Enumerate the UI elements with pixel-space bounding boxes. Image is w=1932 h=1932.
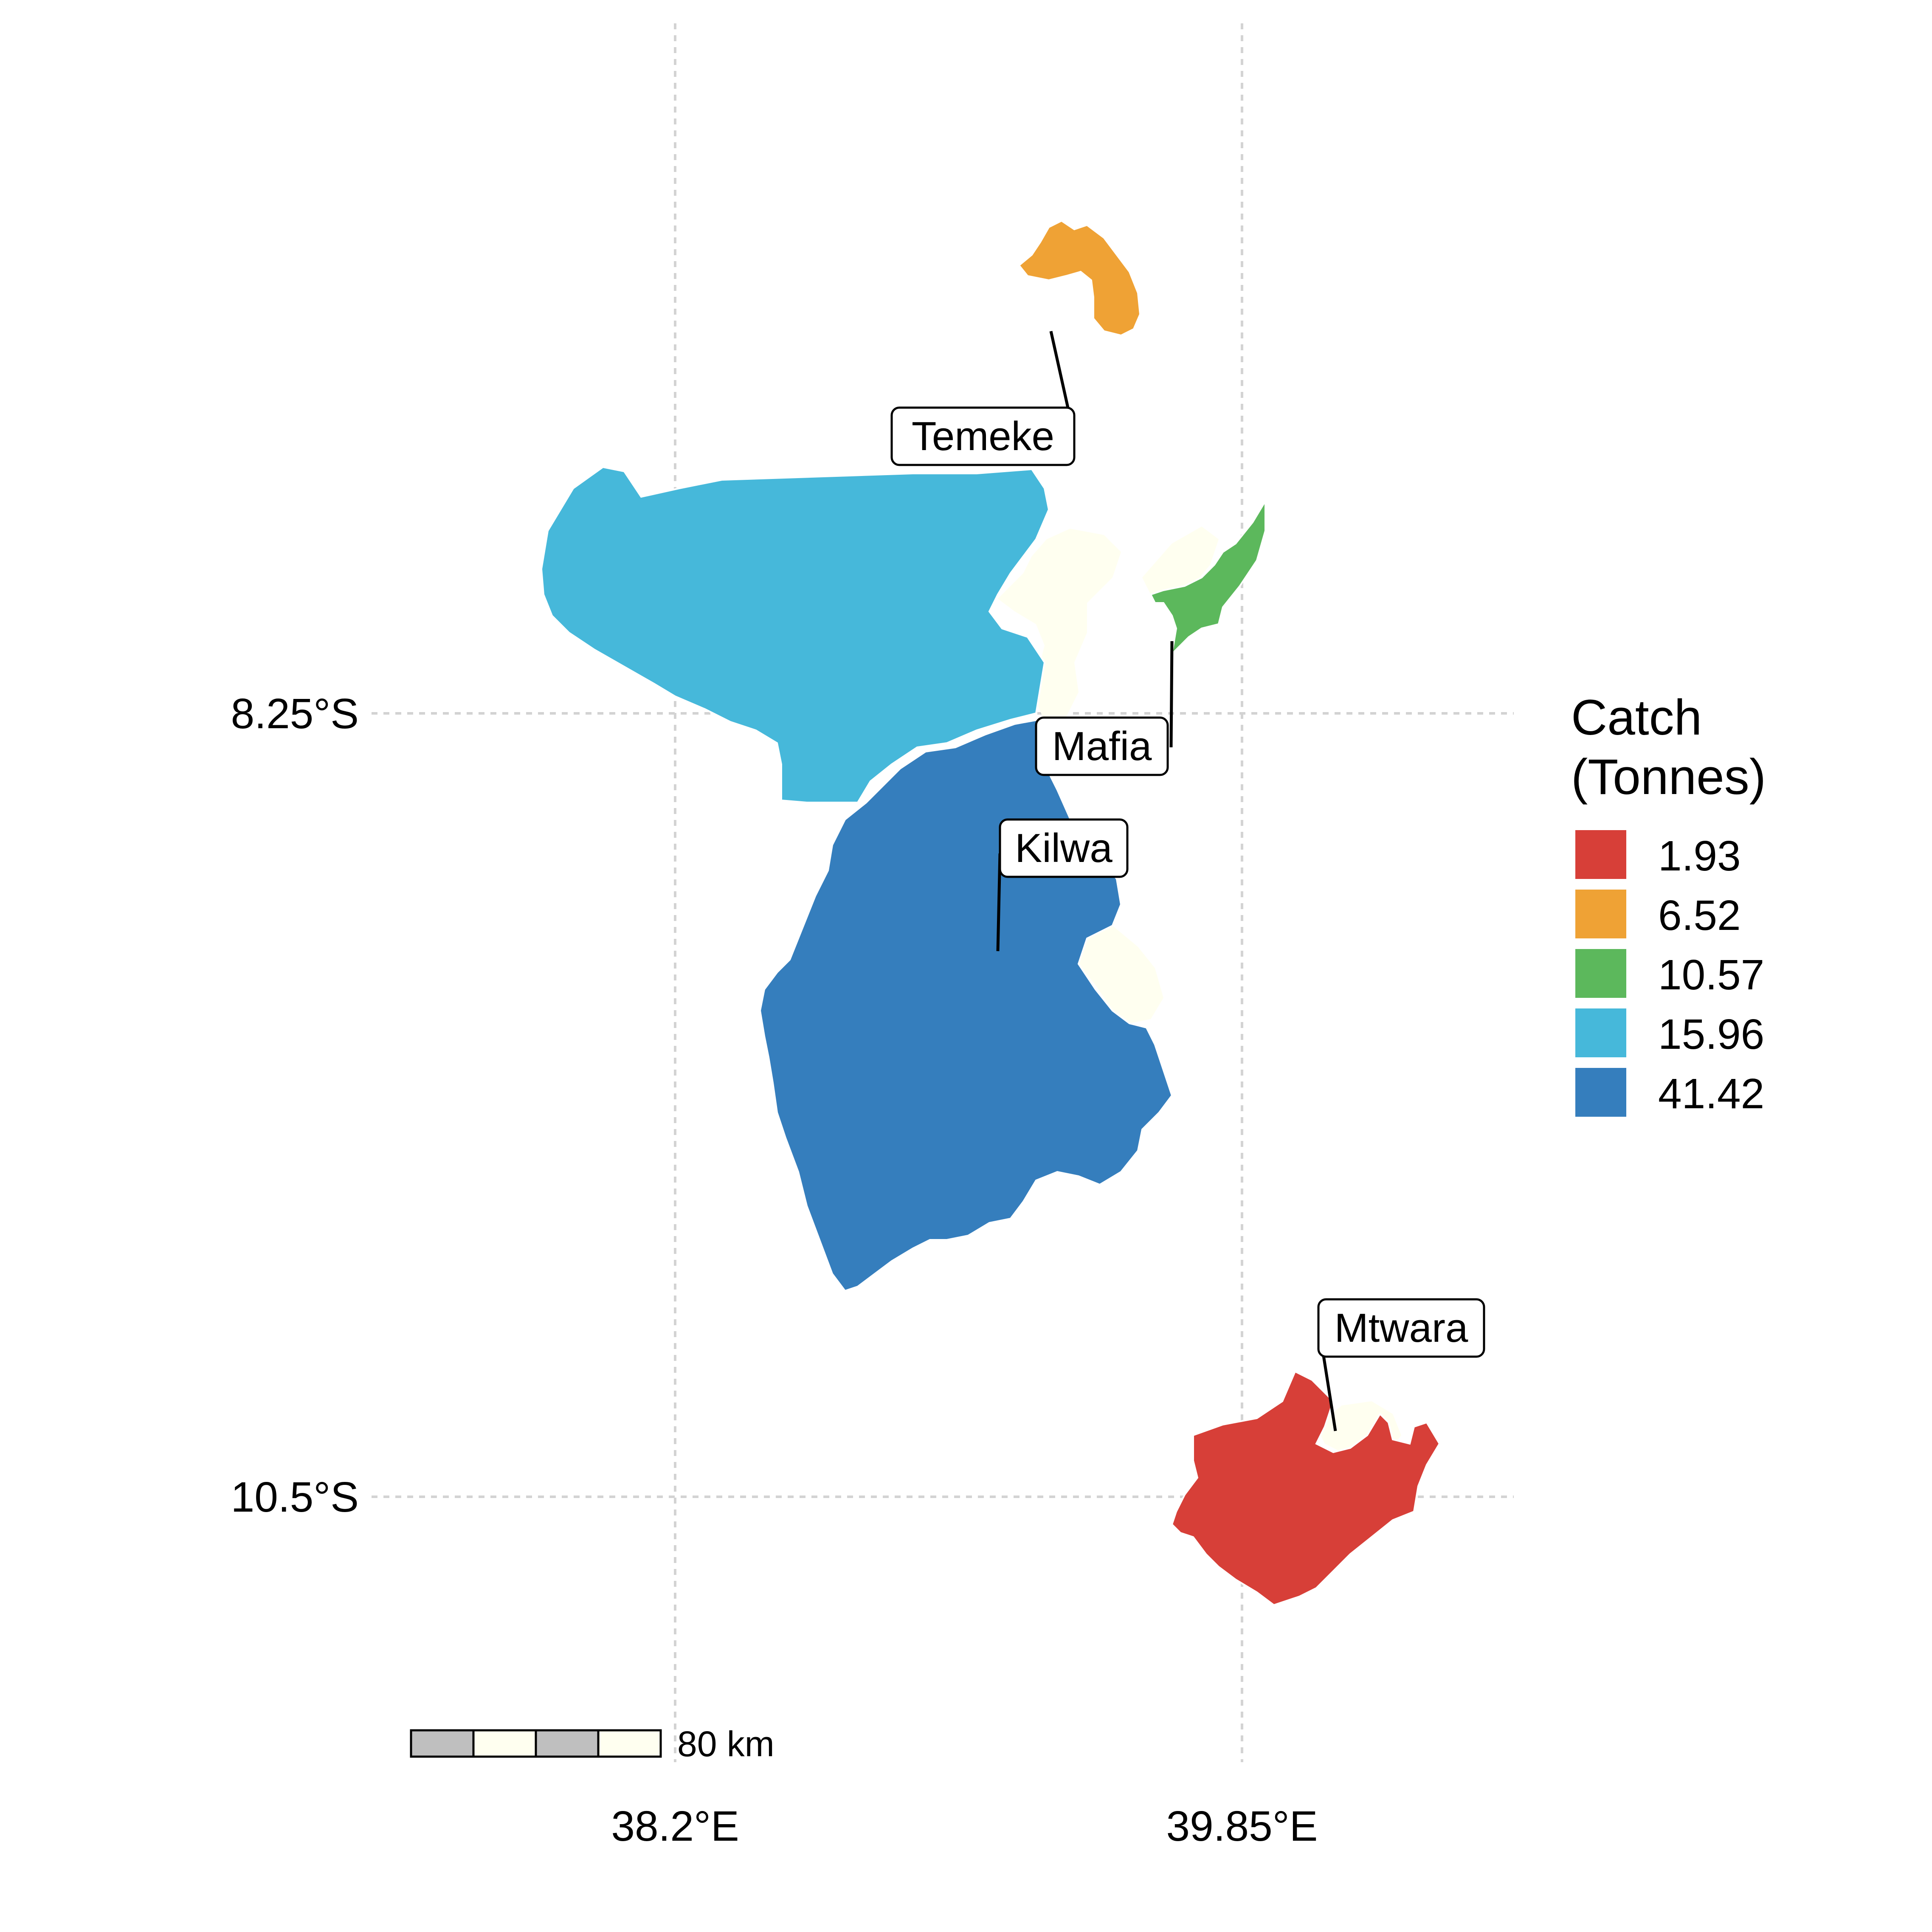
label-mtwara: Mtwara [1317, 1298, 1485, 1358]
region-labels: Temeke Mafia Kilwa Mtwara [890, 406, 1485, 1358]
legend-label-1-93: 1.93 [1658, 832, 1741, 880]
leader-line-temeke [1049, 331, 1070, 408]
y-tick-10-5: 10.5°S [231, 1473, 359, 1521]
scale-bar-segment-2 [472, 1729, 537, 1758]
legend-swatch-41-42 [1575, 1068, 1626, 1117]
legend: Catch (Tonnes) 1.93 6.52 10.57 15.96 41.… [1571, 690, 1766, 1118]
label-box-mafia [1035, 716, 1169, 776]
scale-bar-segment-4 [597, 1729, 662, 1758]
x-tick-39-85: 39.85°E [1166, 1802, 1318, 1850]
label-text-temeke: Temeke [912, 414, 1054, 459]
label-temeke: Temeke [890, 406, 1076, 466]
legend-swatch-10-57 [1575, 949, 1626, 998]
label-mafia: Mafia [1035, 716, 1169, 776]
background-land [998, 527, 1401, 1456]
axis-labels: 8.25°S 10.5°S 38.2°E 39.85°E [231, 690, 1318, 1850]
region-temeke [1018, 220, 1141, 337]
legend-title-line-2: (Tonnes) [1571, 749, 1766, 805]
scale-bar-label: 80 km [677, 1724, 774, 1764]
legend-label-15-96: 15.96 [1658, 1011, 1764, 1058]
legend-swatch-15-96 [1575, 1008, 1626, 1057]
label-text-mtwara: Mtwara [1335, 1305, 1468, 1351]
x-tick-38-2: 38.2°E [611, 1802, 739, 1850]
legend-label-10-57: 10.57 [1658, 951, 1764, 999]
label-text-mafia: Mafia [1052, 724, 1152, 769]
coastal-land-patch-mafia [1142, 527, 1219, 603]
label-box-temeke [890, 406, 1076, 466]
legend-swatch-1-93 [1575, 830, 1626, 879]
label-box-kilwa [999, 818, 1129, 878]
scale-bar: 80 km [410, 1724, 774, 1764]
scale-bar-segment-3 [535, 1729, 600, 1758]
leader-line-mafia [1169, 641, 1174, 748]
legend-swatch-6-52 [1575, 890, 1626, 938]
label-box-mtwara [1317, 1298, 1485, 1358]
legend-label-41-42: 41.42 [1658, 1070, 1764, 1118]
y-tick-8-25: 8.25°S [231, 690, 359, 738]
legend-title-line-1: Catch [1571, 690, 1702, 746]
label-kilwa: Kilwa [999, 818, 1129, 878]
coastal-land-patch-north [998, 529, 1121, 722]
legend-label-6-52: 6.52 [1658, 892, 1741, 939]
coastal-land-patch-kilwa [1079, 926, 1163, 1023]
leader-line-mtwara [1321, 1350, 1337, 1431]
region-temeke-mainland [540, 466, 1050, 803]
label-text-kilwa: Kilwa [1015, 825, 1112, 871]
scale-bar-segment-1 [410, 1729, 475, 1758]
region-mtwara [1171, 1370, 1441, 1606]
